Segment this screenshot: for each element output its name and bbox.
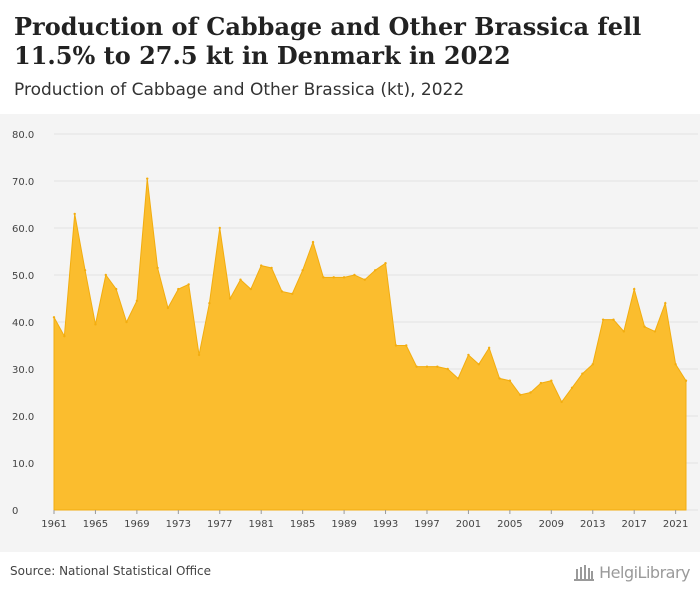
x-tick-label: 1973 — [166, 519, 191, 530]
data-point[interactable] — [135, 299, 139, 303]
data-point[interactable] — [197, 353, 201, 357]
y-tick-label: 50.0 — [12, 271, 34, 282]
x-tick-label: 1981 — [248, 519, 273, 530]
data-point[interactable] — [622, 330, 626, 333]
data-point[interactable] — [280, 290, 284, 293]
y-axis-ticks: 0 10.0 20.0 30.0 40.0 50.0 60.0 70.0 80.0 — [12, 130, 34, 517]
x-tick-label: 2013 — [580, 519, 605, 530]
data-point[interactable] — [52, 316, 56, 319]
x-tick-label: 1985 — [290, 519, 315, 530]
source-note: Source: National Statistical Office — [10, 564, 212, 578]
data-point[interactable] — [643, 325, 646, 328]
chart-subtitle: Production of Cabbage and Other Brassica… — [14, 80, 465, 100]
x-tick-label: 2021 — [663, 519, 688, 530]
data-point[interactable] — [260, 264, 263, 267]
data-point[interactable] — [166, 306, 170, 310]
data-point[interactable] — [332, 276, 335, 279]
x-tick-label: 2017 — [621, 519, 646, 530]
data-point[interactable] — [156, 266, 159, 270]
data-point[interactable] — [674, 363, 677, 366]
data-point[interactable] — [508, 379, 512, 382]
x-tick-label: 1965 — [83, 519, 108, 530]
data-point[interactable] — [63, 334, 66, 338]
data-point[interactable] — [498, 377, 501, 380]
y-tick-label: 70.0 — [12, 177, 34, 188]
data-point[interactable] — [311, 240, 315, 244]
data-point[interactable] — [415, 365, 418, 368]
data-point[interactable] — [550, 379, 553, 382]
data-point[interactable] — [477, 363, 480, 366]
data-point[interactable] — [270, 266, 273, 270]
data-point[interactable] — [539, 381, 543, 385]
y-tick-label: 10.0 — [12, 459, 34, 470]
data-point[interactable] — [239, 278, 242, 281]
data-point[interactable] — [83, 269, 87, 272]
y-tick-label: 40.0 — [12, 318, 34, 329]
x-tick-label: 1969 — [124, 519, 149, 530]
data-point[interactable] — [187, 283, 190, 286]
area-chart: 010.020.030.040.050.060.070.080.0 1961 19… — [12, 130, 698, 530]
data-point[interactable] — [405, 344, 408, 347]
x-tick-label: 2001 — [456, 519, 481, 530]
x-tick-label: 1993 — [373, 519, 398, 530]
data-point[interactable] — [529, 391, 532, 394]
library-building-icon — [574, 565, 595, 581]
data-point[interactable] — [208, 302, 211, 305]
data-point[interactable] — [664, 302, 667, 305]
data-point[interactable] — [177, 287, 180, 291]
area-series — [52, 177, 688, 511]
y-tick-label: 30.0 — [12, 365, 34, 376]
x-tick-label: 2009 — [539, 519, 564, 530]
data-point[interactable] — [73, 212, 76, 216]
page-title: Production of Cabbage and Other Brassica… — [14, 12, 642, 70]
logo-text: HelgiLibrary — [599, 562, 690, 582]
data-point[interactable] — [384, 262, 387, 265]
data-point[interactable] — [570, 386, 574, 389]
data-point[interactable] — [228, 297, 232, 300]
data-point[interactable] — [363, 278, 367, 281]
x-axis-ticks: 1961 1965 1969 1973 1977 1981 1985 1989 1993 1997… — [41, 510, 688, 530]
data-point[interactable] — [612, 318, 615, 321]
header: Production of Cabbage and Other Brassica… — [0, 0, 700, 114]
data-point[interactable] — [342, 276, 346, 279]
y-tick-label: 20.0 — [12, 412, 34, 423]
data-point[interactable] — [581, 372, 584, 375]
data-point[interactable] — [467, 353, 470, 357]
data-point[interactable] — [125, 320, 128, 324]
y-tick-label: 60.0 — [12, 224, 34, 235]
x-tick-label: 1997 — [414, 519, 439, 530]
data-point[interactable] — [560, 400, 563, 404]
data-point[interactable] — [291, 292, 294, 295]
data-point[interactable] — [591, 363, 594, 366]
data-point[interactable] — [146, 177, 149, 180]
x-tick-label: 1961 — [41, 519, 66, 530]
data-point[interactable] — [394, 344, 398, 347]
data-point[interactable] — [301, 269, 304, 272]
data-point[interactable] — [632, 287, 636, 291]
data-point[interactable] — [94, 323, 97, 326]
y-tick-label: 80.0 — [12, 130, 34, 141]
x-tick-label: 2005 — [497, 519, 522, 530]
x-tick-label: 1989 — [331, 519, 356, 530]
data-point[interactable] — [425, 365, 429, 368]
data-point[interactable] — [456, 377, 460, 380]
data-point[interactable] — [519, 393, 522, 397]
data-point[interactable] — [249, 287, 253, 291]
helgi-library-logo[interactable]: HelgiLibrary — [573, 560, 690, 584]
data-point[interactable] — [601, 318, 605, 321]
y-tick-label: 0 — [12, 506, 18, 517]
data-point[interactable] — [487, 346, 491, 350]
data-point[interactable] — [436, 365, 439, 368]
data-point[interactable] — [218, 226, 221, 230]
footer: Source: National Statistical Office Helg… — [0, 552, 700, 596]
data-point[interactable] — [114, 287, 118, 291]
data-point[interactable] — [446, 367, 449, 371]
data-point[interactable] — [373, 269, 377, 272]
data-point[interactable] — [684, 379, 688, 382]
data-point[interactable] — [653, 330, 657, 333]
data-point[interactable] — [353, 273, 356, 277]
data-point[interactable] — [322, 276, 325, 279]
data-point[interactable] — [104, 273, 108, 277]
x-tick-label: 1977 — [207, 519, 232, 530]
